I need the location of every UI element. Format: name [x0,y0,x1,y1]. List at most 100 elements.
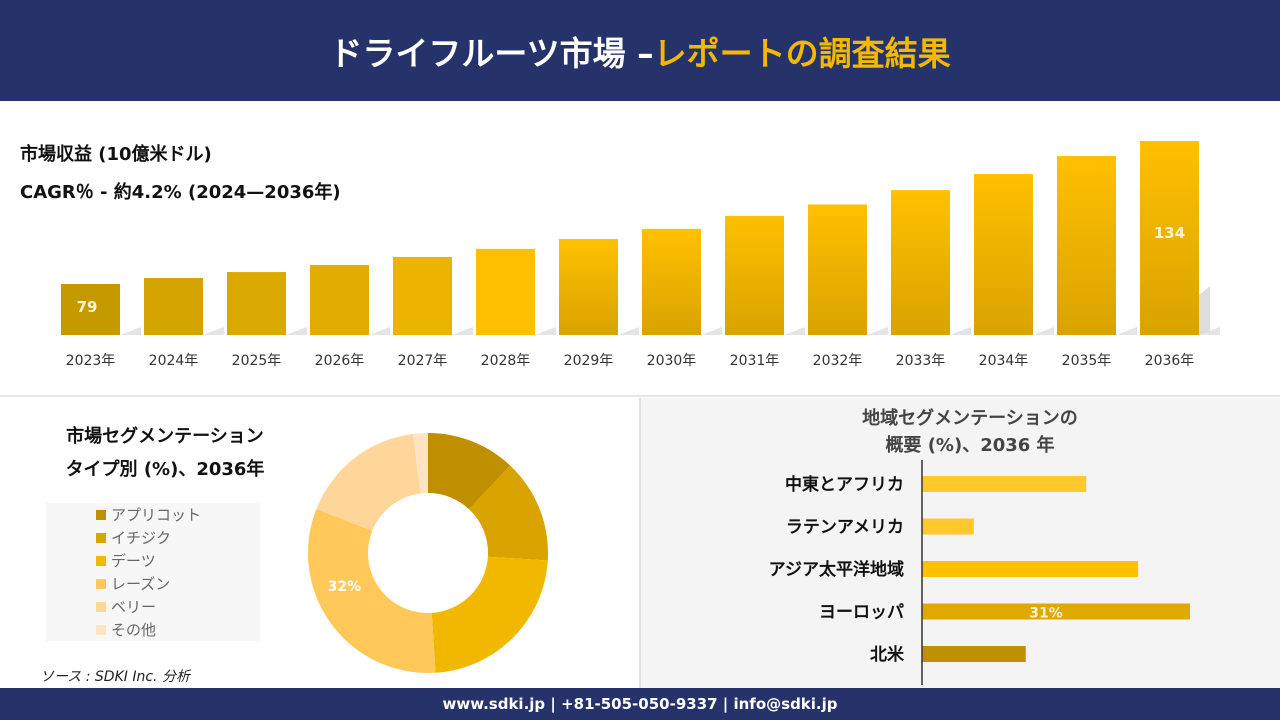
bar-shadow [452,327,473,335]
region-bar-ヨーロッパ [922,603,1190,620]
revenue-bar-chart: 2023年 79 2024年 2025年 2026年 2027年 2028年 2029年 203… [61,141,1220,369]
legend-swatch [96,532,106,543]
legend-swatch [96,509,106,520]
bar-2029年 [559,239,618,335]
bar-2033年 [891,190,950,335]
bar-2028年 [476,248,535,335]
header-banner: ドライフルーツ市場 – レポートの調査結果 [0,0,1280,101]
legend-item: レーズン [96,572,260,595]
bar-2030年 [642,228,701,335]
bar-shadow [203,327,224,335]
bar-shadow [1033,327,1054,335]
region-label: ヨーロッパ [819,603,904,623]
legend-item: ベリー [96,595,260,618]
bar-2032年 [808,204,867,335]
region-data-label: 31% [1029,606,1063,622]
legend-swatch [96,555,106,566]
donut-slice-イチジク [469,465,548,561]
data-label: 79 [77,298,98,316]
bar-shadow [618,327,639,335]
bar-2025年 [227,272,286,335]
segment-title-line2: タイプ別 (%)、2036年 [65,459,265,480]
region-panel [641,398,1280,688]
source-note: ソース : SDKI Inc. 分析 [40,669,190,685]
bar-shadow [950,327,971,335]
bar-2027年 [393,256,452,335]
legend-label: ベリー [111,598,157,616]
donut-slice-デーツ [431,556,548,673]
donut-slice-レーズン [308,508,436,673]
bar-2026年 [310,265,369,335]
legend-item: その他 [96,618,260,641]
bar-2031年 [725,215,784,335]
legend-label: アプリコット [111,506,202,524]
bar-shadow [867,327,888,335]
vertical-divider [639,398,641,688]
region-bar-アジア太平洋地域 [922,561,1139,577]
x-tick-label: 2029年 [564,353,614,369]
legend-item: イチジク [96,526,260,549]
region-label: ラテンアメリカ [786,518,904,538]
region-bar-北米 [922,646,1026,662]
x-tick-label: 2025年 [232,353,282,369]
x-tick-label: 2024年 [149,353,199,369]
region-title: 地域セグメンテーションの 概要 (%)、2036 年 [760,405,1180,459]
x-tick-label: 2030年 [647,353,697,369]
legend-label: レーズン [111,575,171,593]
bar-shadow [1199,327,1220,335]
x-tick-label: 2026年 [315,353,365,369]
footer-contact: www.sdki.jp | +81-505-050-9337 | info@sd… [0,688,1280,720]
legend-swatch [96,624,106,635]
bar-shadow [286,327,307,335]
x-tick-label: 2027年 [398,353,448,369]
x-tick-label: 2032年 [813,353,863,369]
section-divider [0,395,1280,397]
x-tick-label: 2023年 [66,353,116,369]
bar-shadow [120,327,141,335]
bar-2024年 [144,278,203,335]
segment-title: 市場セグメンテーション タイプ別 (%)、2036年 [20,420,310,486]
bar-2023年 [61,284,120,335]
bar-shadow [369,327,390,335]
x-tick-label: 2028年 [481,353,531,369]
region-label: 北米 [870,644,905,665]
legend-label: イチジク [111,529,172,547]
legend-swatch [96,601,106,612]
data-label: 134 [1154,224,1185,242]
region-title-line2: 概要 (%)、2036 年 [885,435,1055,456]
x-tick-label: 2034年 [979,353,1029,369]
bar-2034年 [974,174,1033,335]
bar-shadow [1116,327,1137,335]
bar-shadow [701,327,722,335]
legend-label: その他 [111,621,157,639]
region-label: 中東とアフリカ [785,474,904,495]
title-part1: ドライフルーツ市場 – [329,33,654,73]
region-bar-中東とアフリカ [922,476,1087,492]
region-label: アジア太平洋地域 [769,559,904,580]
bar-shadow [535,327,556,335]
legend-label: デーツ [111,552,156,570]
bar-2036年 [1140,141,1199,335]
region-bar-ラテンアメリカ [922,518,974,535]
x-tick-label: 2033年 [896,353,946,369]
legend-item: デーツ [96,549,260,572]
bar-2035年 [1057,156,1116,335]
donut-legend: アプリコット イチジクデーツレーズンベリーその他 [46,503,260,641]
title-part2: レポートの調査結果 [653,33,951,73]
donut-slice-ベリー [316,433,421,531]
donut-data-label: 32% [328,579,362,595]
revenue-cagr: CAGR％ - 約4.2% (2024—2036年) [20,182,341,203]
legend-swatch [96,578,106,589]
revenue-title: 市場収益 (10億米ドル) [20,144,212,165]
type-donut-chart: 32% [308,433,548,673]
segment-title-line1: 市場セグメンテーション [66,426,264,447]
x-tick-label: 2036年 [1145,353,1195,369]
donut-slice-アプリコット [428,433,511,510]
x-tick-label: 2031年 [730,353,780,369]
donut-slice-その他 [412,433,428,494]
region-title-line1: 地域セグメンテーションの [862,408,1078,429]
x-tick-label: 2035年 [1062,353,1112,369]
bar-shadow [784,327,805,335]
legend-item: アプリコット [96,503,260,526]
